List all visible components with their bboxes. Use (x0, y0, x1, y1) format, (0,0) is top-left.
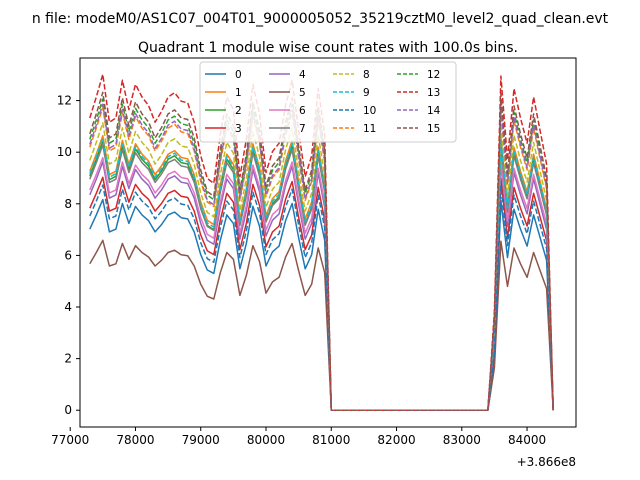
series-line-10 (89, 184, 554, 411)
legend-label-10: 10 (363, 105, 376, 117)
x-tick-label: 77000 (51, 433, 89, 447)
y-tick-label: 4 (64, 300, 72, 314)
series-line-14 (89, 103, 554, 411)
y-tick-label: 12 (57, 94, 72, 108)
x-tick-label: 78000 (116, 433, 154, 447)
y-tick-label: 0 (64, 403, 72, 417)
x-tick-label: 83000 (443, 433, 481, 447)
legend-label-4: 4 (299, 69, 306, 81)
legend-label-7: 7 (299, 123, 306, 135)
x-tick-label: 82000 (377, 433, 415, 447)
plot-frame (79, 57, 577, 428)
legend-label-3: 3 (235, 123, 242, 135)
chart-title: Quadrant 1 module wise count rates with … (138, 40, 518, 56)
legend-label-14: 14 (427, 105, 441, 117)
legend-label-13: 13 (427, 87, 440, 99)
legend-label-5: 5 (299, 87, 306, 99)
series-line-9 (89, 137, 554, 411)
figure-suptitle: n file: modeM0/AS1C07_004T01_9000005052_… (32, 11, 609, 27)
y-tick-label: 2 (64, 352, 72, 366)
x-tick-label: 81000 (312, 433, 350, 447)
x-offset-label: +3.866e8 (517, 455, 576, 469)
x-tick-label: 79000 (182, 433, 220, 447)
legend-label-8: 8 (363, 69, 370, 81)
legend-label-2: 2 (235, 105, 242, 117)
legend-label-1: 1 (235, 87, 242, 99)
legend-label-6: 6 (299, 105, 306, 117)
y-axis: 0 2 4 6 8 10 12 (57, 94, 80, 417)
legend-frame (199, 61, 457, 143)
legend-label-9: 9 (363, 87, 370, 99)
legend-label-12: 12 (427, 69, 440, 81)
x-tick-label: 80000 (247, 433, 285, 447)
x-axis: 77000 78000 79000 80000 81000 82000 83000 84000 (51, 427, 546, 447)
legend-label-15: 15 (427, 123, 440, 135)
y-tick-label: 10 (57, 145, 72, 159)
x-tick-label: 84000 (508, 433, 546, 447)
y-tick-label: 8 (64, 197, 72, 211)
y-tick-label: 6 (64, 248, 72, 262)
legend-label-0: 0 (235, 69, 242, 81)
legend-label-11: 11 (363, 123, 376, 135)
